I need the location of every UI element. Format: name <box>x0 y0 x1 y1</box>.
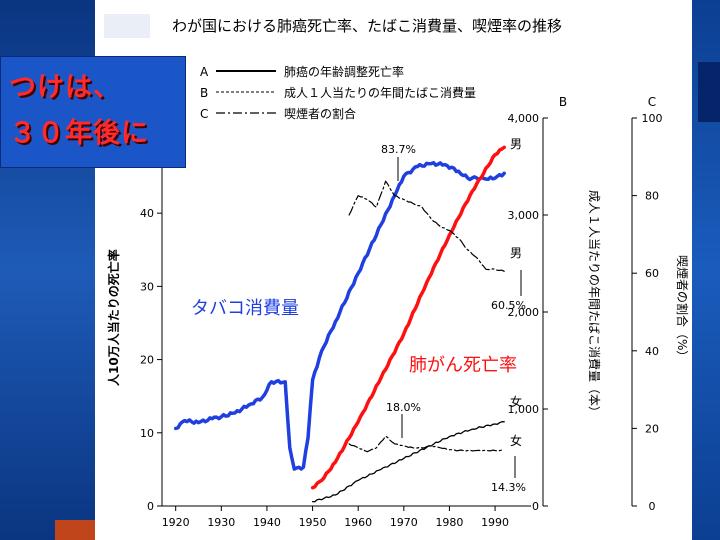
legend-label-b: 成人１人当たりの年間たばこ消費量 <box>284 85 476 100</box>
overlay-line-2: ３０年後に <box>9 118 149 149</box>
legend-label-a: 肺癌の年齢調整死亡率 <box>284 64 404 79</box>
y-left-tick-label: 40 <box>140 207 154 220</box>
axis-b-tick-label: 2,000 <box>508 306 540 319</box>
x-tick-label: 1970 <box>390 516 418 529</box>
axis-b-tick-label: 1,000 <box>508 403 540 416</box>
axes: 1920 1930 1940 1950 1960 1970 1980 1990 0 10 20 30 4… <box>140 112 663 529</box>
axis-b-tick-label: 4,000 <box>508 112 540 125</box>
legend: A 肺癌の年齢調整死亡率 B 成人１人当たりの年間たばこ消費量 C 喫煙者の割合 <box>200 64 476 121</box>
x-tick-label: 1930 <box>207 516 235 529</box>
x-tick-label: 1940 <box>253 516 281 529</box>
axis-b-label: 成人１人当たりの年間たばこ消費量（本） <box>587 190 602 418</box>
male-label-top: 男 <box>510 137 522 151</box>
x-tick-label: 1960 <box>344 516 372 529</box>
bottom-accent <box>55 520 95 540</box>
x-tick-label: 1950 <box>299 516 327 529</box>
x-tick-label: 1920 <box>162 516 190 529</box>
legend-key-c: C <box>200 107 208 121</box>
y-left-tick-label: 30 <box>140 280 154 293</box>
axis-c-tick-label: 40 <box>645 345 659 358</box>
axis-c-tick-label: 60 <box>645 267 659 280</box>
tobacco-label: タバコ消費量 <box>191 298 299 319</box>
peak-female-label: 18.0% <box>386 401 421 414</box>
series-line-0 <box>173 160 506 471</box>
series-line-4 <box>348 435 505 453</box>
axis-c-tick-label: 20 <box>645 422 659 435</box>
chart-panel <box>95 0 692 540</box>
chart-title: わが国における肺癌死亡率、たばこ消費量、喫煙率の推移 <box>172 17 562 35</box>
axis-c-label: 喫煙者の割合（%） <box>675 255 690 362</box>
axis-b-tick-label: 0 <box>532 500 539 513</box>
y-left-tick-label: 0 <box>147 500 154 513</box>
y-left-tick-label: 10 <box>140 427 154 440</box>
axis-b-header: B <box>559 95 567 109</box>
axis-c-header: C <box>648 95 656 109</box>
legend-label-c: 喫煙者の割合 <box>284 106 356 121</box>
axis-c-tick-label: 0 <box>649 500 656 513</box>
axis-left-label: 人10万人当たりの死亡率 <box>106 249 121 386</box>
legend-key-a: A <box>200 65 209 79</box>
x-tick-label: 1980 <box>435 516 463 529</box>
axis-b-tick-label: 3,000 <box>508 209 540 222</box>
series-line-3 <box>348 180 505 272</box>
overlay-line-1: つけは、 <box>9 72 121 103</box>
series-line-2 <box>311 421 505 503</box>
axis-c-tick-label: 80 <box>645 190 659 203</box>
right-block <box>698 62 720 122</box>
female-label-a: 女 <box>510 394 522 409</box>
y-left-tick-label: 20 <box>140 354 154 367</box>
end-female-label: 14.3% <box>491 481 526 494</box>
peak-male-label: 83.7% <box>381 143 416 156</box>
lung-cancer-label: 肺がん死亡率 <box>409 355 517 376</box>
axis-c-tick-label: 100 <box>642 112 663 125</box>
series <box>173 145 506 503</box>
legend-key-b: B <box>200 86 208 100</box>
male-label-mid: 男 <box>510 246 522 260</box>
annotation-leaders <box>397 157 522 478</box>
female-label-b: 女 <box>510 433 522 448</box>
end-male-label: 60.5% <box>491 299 526 312</box>
title-logo-blur <box>104 14 150 38</box>
series-line-1 <box>310 145 506 490</box>
overlay-box: つけは、 ３０年後に <box>0 56 186 168</box>
x-tick-label: 1990 <box>481 516 509 529</box>
